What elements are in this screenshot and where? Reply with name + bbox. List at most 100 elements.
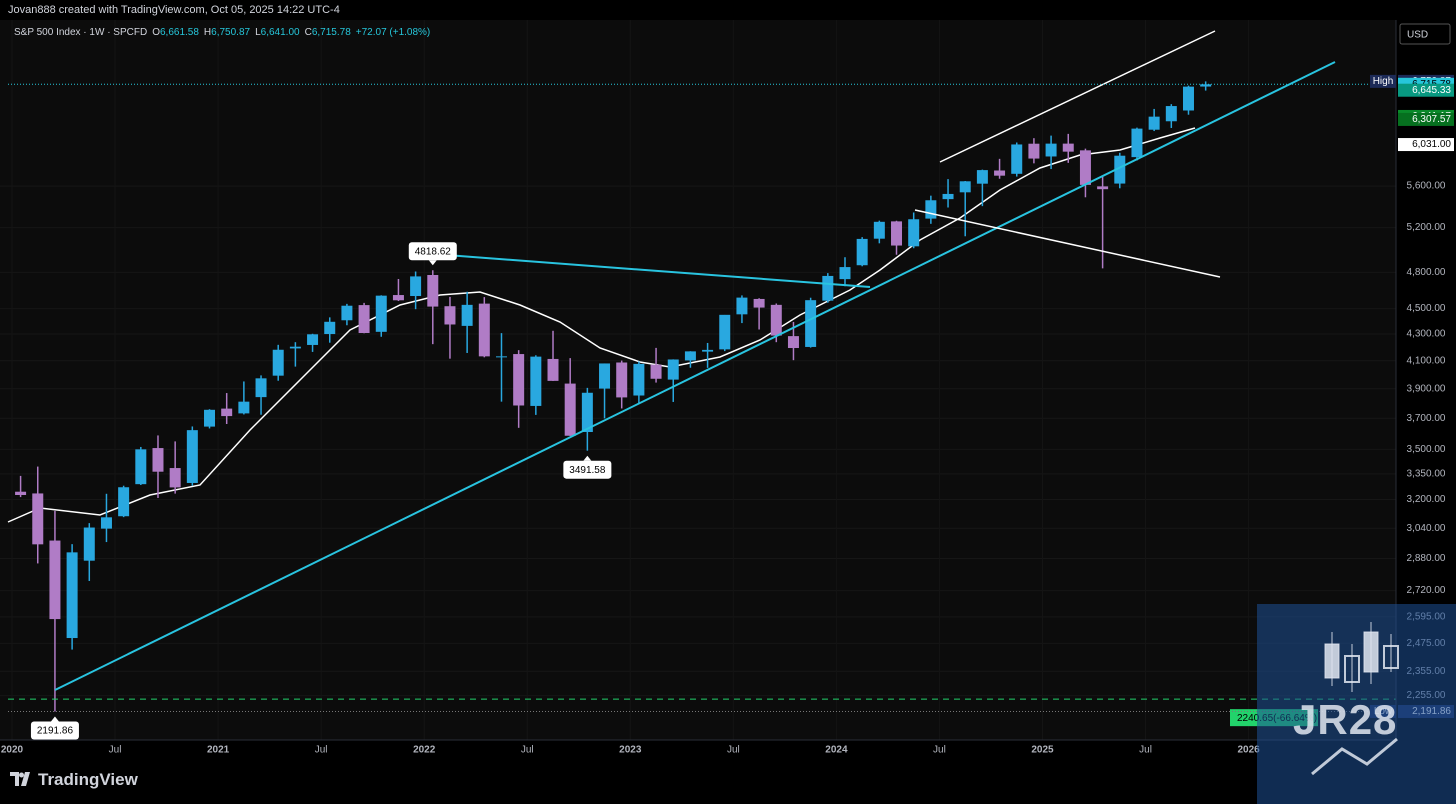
candle-body xyxy=(32,493,44,545)
candle-body xyxy=(839,267,851,280)
candle-body xyxy=(238,401,250,414)
header-bar: Jovan888 created with TradingView.com, O… xyxy=(0,0,1456,20)
currency-box xyxy=(1399,23,1451,45)
grid-layer xyxy=(0,20,1396,740)
candle-body xyxy=(461,304,473,326)
price-tag xyxy=(1398,83,1454,97)
candle-body xyxy=(770,304,782,336)
candle-body xyxy=(289,346,301,349)
candle-body xyxy=(787,336,799,349)
candle-body xyxy=(186,430,198,483)
annotation-pointer xyxy=(50,716,59,722)
y-tick-label: 4,500.00 xyxy=(1407,303,1446,314)
logo-mark xyxy=(10,772,30,786)
legend-key: H xyxy=(203,27,212,38)
footer: TradingView xyxy=(0,760,1456,804)
candle-body xyxy=(873,221,885,239)
annotation-label: 4818.62 xyxy=(415,246,452,257)
currency: USD xyxy=(1407,30,1428,41)
annotation-pointer xyxy=(428,260,437,266)
x-tick-label: Jul xyxy=(1139,745,1152,756)
x-tick-label: 2020 xyxy=(1,745,24,756)
annotation-label: 3491.58 xyxy=(569,465,606,476)
candle-body xyxy=(1028,143,1040,159)
candle-body xyxy=(495,356,507,358)
candle-body xyxy=(272,349,284,376)
price-tag-name-box xyxy=(1370,74,1396,88)
candle-body xyxy=(392,295,404,301)
y-tick-label: 4,100.00 xyxy=(1407,355,1446,366)
watermark-text: JR28 xyxy=(1293,696,1398,743)
candle-body xyxy=(581,392,593,433)
candle-body xyxy=(959,181,971,193)
trend-line xyxy=(54,61,1336,691)
candle-body xyxy=(908,219,920,247)
candle-body xyxy=(324,321,336,335)
legend: S&P 500 Index · 1W · SPCFD O6,661.58 H6,75… xyxy=(14,27,430,38)
footer-logo: TradingView xyxy=(38,770,138,789)
candle-body xyxy=(83,527,95,561)
drawings xyxy=(54,30,1336,691)
candle-body xyxy=(1045,143,1057,157)
price-tag xyxy=(1398,138,1454,152)
candle-body xyxy=(204,409,216,427)
candle-body xyxy=(702,349,714,352)
price-tag-label: 6,307.57 xyxy=(1412,114,1451,125)
candle-body xyxy=(1131,128,1143,158)
price-tag xyxy=(1398,112,1454,126)
watermark: JR28 xyxy=(1257,604,1456,804)
x-tick-label: 2025 xyxy=(1031,745,1054,756)
candle-body xyxy=(667,359,679,380)
x-tick-label: 2024 xyxy=(825,745,848,756)
moving-average xyxy=(7,127,1196,523)
candle-body xyxy=(942,193,954,200)
candle-body xyxy=(135,449,147,485)
x-tick-label: Jul xyxy=(109,745,122,756)
candle-body xyxy=(118,487,130,517)
legend-key: L xyxy=(255,27,261,38)
candle-body xyxy=(805,300,817,347)
candle-body xyxy=(100,517,112,529)
candle-body xyxy=(547,358,559,381)
annotation-box xyxy=(563,460,612,479)
candle-body xyxy=(736,297,748,315)
candle-body xyxy=(1148,116,1160,130)
candle-body xyxy=(1079,150,1091,185)
candle-body xyxy=(925,200,937,219)
x-tick-label: Jul xyxy=(315,745,328,756)
candle-body xyxy=(564,383,576,436)
x-tick-label: 2023 xyxy=(619,745,642,756)
candle-body xyxy=(427,274,439,307)
candle-body xyxy=(1062,143,1074,152)
candle-body xyxy=(513,354,525,406)
legend-value: 6,641.00 xyxy=(260,27,300,38)
candle-body xyxy=(1200,84,1212,87)
candle-body xyxy=(891,221,903,246)
y-tick-label: 3,040.00 xyxy=(1407,523,1446,534)
candles-layer xyxy=(15,81,1212,712)
y-tick-label: 3,700.00 xyxy=(1407,413,1446,424)
price-tag-name: High xyxy=(1373,76,1394,87)
candle-body xyxy=(255,378,267,398)
candle-body xyxy=(684,351,696,361)
watermark-art xyxy=(1311,622,1399,776)
candle-body xyxy=(307,334,319,345)
y-tick-label: 4,800.00 xyxy=(1407,267,1446,278)
y-tick-label: 2,720.00 xyxy=(1407,585,1446,596)
candle-body xyxy=(599,363,611,389)
candle-body xyxy=(66,552,78,639)
candle-body xyxy=(1182,86,1194,111)
candle-body xyxy=(719,314,731,350)
price-tag-label: 6,645.33 xyxy=(1412,85,1451,96)
candle-body xyxy=(49,540,61,620)
candle-body xyxy=(530,356,542,406)
trend-line xyxy=(419,252,871,288)
x-tick-label: Jul xyxy=(521,745,534,756)
y-tick-label: 5,200.00 xyxy=(1407,222,1446,233)
candle-body xyxy=(444,306,456,325)
x-tick-label: 2026 xyxy=(1237,745,1260,756)
x-tick-label: Jul xyxy=(727,745,740,756)
channel-line xyxy=(939,30,1216,163)
